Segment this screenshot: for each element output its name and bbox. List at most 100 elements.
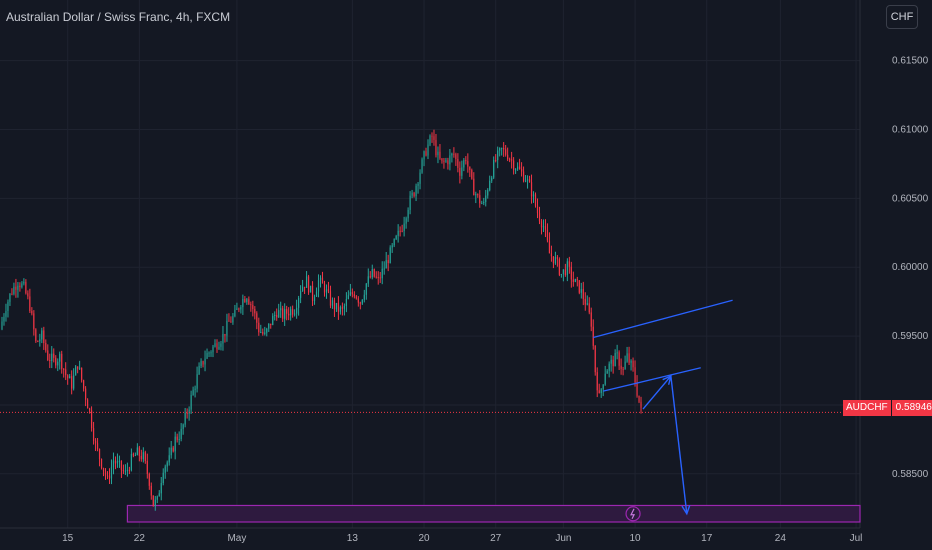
candle-body (156, 496, 158, 500)
lower-trendline (603, 367, 701, 392)
candle-body (499, 148, 501, 151)
candle-body (83, 380, 85, 389)
candle-body (405, 218, 407, 224)
chart-title: Australian Dollar / Swiss Franc, 4h, FXC… (6, 10, 231, 24)
candle-body (616, 352, 618, 354)
candle-body (355, 296, 357, 299)
candle-body (431, 135, 433, 137)
candle-body (77, 366, 79, 369)
candle-body (19, 285, 21, 288)
y-tick-label: 0.58500 (892, 469, 929, 480)
candle-body (192, 389, 194, 396)
candle-body (463, 160, 465, 168)
candle-body (240, 307, 242, 310)
y-tick-label: 0.61500 (892, 56, 929, 67)
candle-body (128, 469, 130, 471)
candle-body (423, 151, 425, 160)
candle-body (477, 194, 479, 196)
candle-body (188, 409, 190, 414)
candle-body (630, 360, 632, 363)
candle-body (120, 460, 123, 470)
candle-body (248, 299, 250, 305)
candle-body (530, 182, 533, 197)
candle-body (98, 449, 101, 460)
candle-body (276, 315, 278, 318)
candle-body (106, 475, 109, 477)
x-tick-label: 17 (701, 533, 713, 544)
candle-body (485, 195, 487, 202)
candle-body (134, 455, 136, 457)
currency-button[interactable]: CHF (886, 5, 918, 29)
candle-body (39, 339, 41, 342)
candle-body (69, 376, 71, 379)
candle-body (182, 424, 184, 429)
candle-body (186, 412, 188, 414)
candle-body (254, 309, 256, 314)
candle-body (421, 159, 423, 173)
upper-trendline (593, 299, 733, 339)
candle-body (331, 300, 334, 306)
candle-body (373, 269, 375, 277)
candle-body (363, 294, 365, 300)
candle-body (246, 299, 248, 303)
candle-body (301, 286, 304, 292)
candle-body (262, 331, 264, 334)
candle-body (526, 179, 529, 181)
candle-body (274, 315, 276, 317)
candle-body (206, 353, 208, 359)
x-tick-label: 24 (775, 533, 787, 544)
candle-body (558, 259, 560, 275)
candle-body (178, 439, 180, 441)
candle-body (433, 136, 435, 141)
candle-body (319, 277, 322, 281)
candle-body (389, 247, 391, 264)
candle-body (606, 370, 608, 374)
candle-body (290, 309, 292, 316)
candle-body (612, 359, 614, 367)
candle-body (513, 160, 515, 171)
candle-body (162, 472, 164, 484)
candle-body (144, 452, 146, 461)
candle-body (180, 428, 182, 440)
candle-body (154, 499, 156, 507)
candle-body (232, 316, 234, 323)
candle-body (600, 389, 602, 394)
candle-body (325, 289, 328, 293)
candle-body (614, 353, 616, 367)
candle-body (580, 289, 582, 293)
candle-body (546, 229, 549, 241)
candle-body (459, 167, 461, 176)
candle-body (349, 292, 351, 296)
candle-body (439, 151, 441, 159)
candle-body (51, 353, 53, 361)
candle-body (501, 148, 503, 150)
candle-body (451, 153, 453, 156)
target-zone (126, 504, 861, 523)
candle-body (568, 261, 570, 267)
candle-body (532, 194, 535, 197)
candle-body (172, 447, 174, 452)
candle-body (461, 167, 463, 176)
candle-body (59, 353, 61, 362)
candle-body (369, 276, 371, 278)
candle-body (94, 440, 97, 444)
candle-body (202, 361, 204, 365)
candle-body (220, 343, 222, 347)
candle-body (31, 310, 33, 314)
candle-body (176, 436, 178, 440)
candle-body (315, 291, 318, 297)
candle-body (377, 277, 379, 279)
candle-body (282, 308, 284, 319)
candle-body (238, 308, 240, 310)
candle-body (55, 357, 57, 366)
candle-body (379, 277, 381, 279)
candle-body (43, 330, 45, 344)
candle-body (71, 376, 73, 389)
candle-body (455, 154, 457, 159)
candle-body (427, 144, 429, 156)
candle-body (252, 305, 254, 310)
candle-body (17, 285, 19, 290)
candle-body (27, 293, 29, 297)
candle-body (403, 223, 405, 231)
